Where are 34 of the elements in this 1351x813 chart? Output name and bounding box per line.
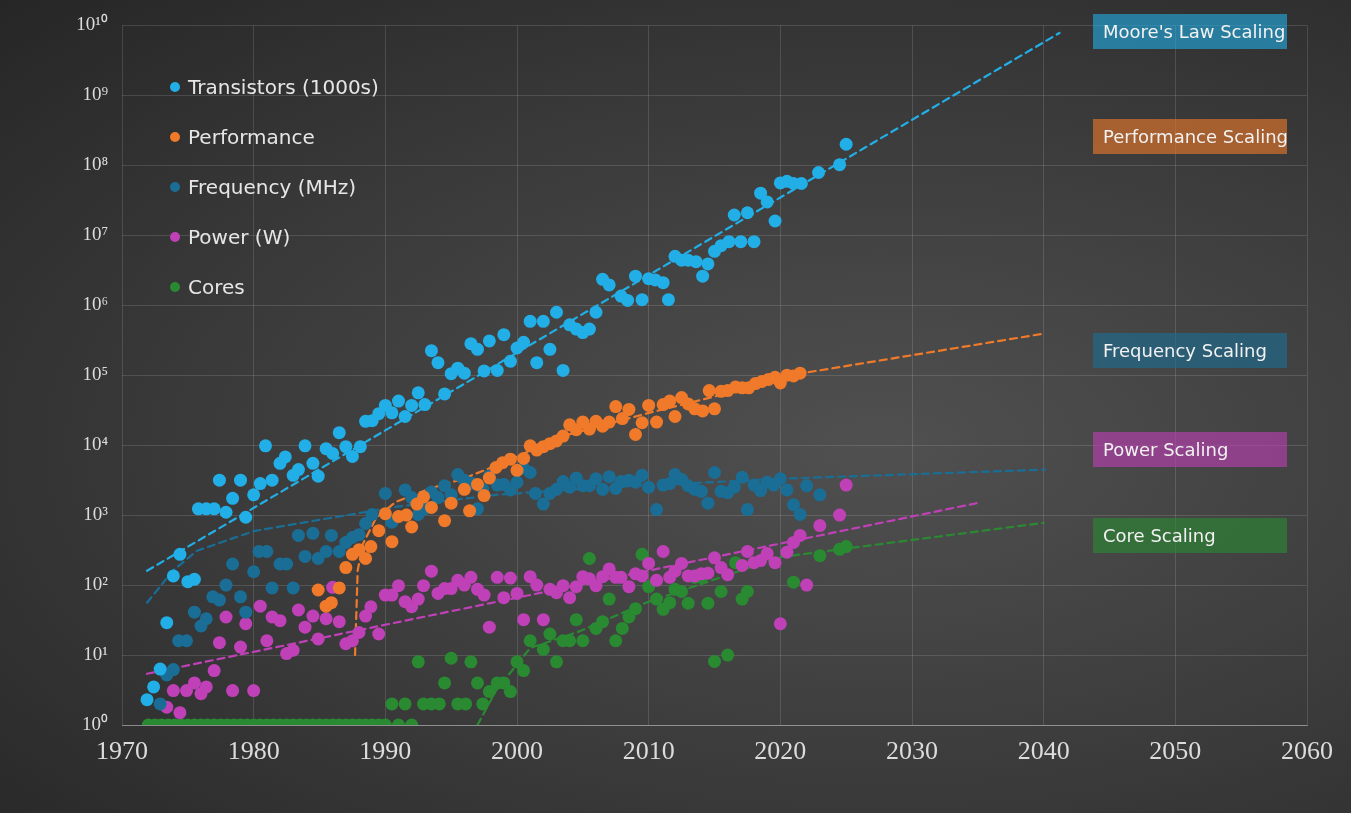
text: Power Scaling bbox=[1093, 432, 1287, 467]
y-tick-label: 10¹ bbox=[83, 643, 109, 665]
line-series bbox=[353, 332, 1044, 657]
legend-label: Performance bbox=[188, 125, 315, 150]
y-tick-label: 10² bbox=[83, 573, 109, 595]
y-tick-label: 10¹⁰ bbox=[76, 13, 108, 35]
x-tick-label: 1970 bbox=[96, 736, 148, 766]
y-tick-label: 10³ bbox=[83, 503, 109, 525]
x-tick-label: 2030 bbox=[886, 736, 938, 766]
text: Moore's Law Scaling bbox=[1093, 14, 1287, 49]
x-tick-label: 2040 bbox=[1017, 736, 1070, 766]
text: Performance Scaling bbox=[1093, 119, 1288, 154]
y-tick-label: 10⁰ bbox=[82, 712, 108, 734]
x-tick-label: 2010 bbox=[622, 736, 675, 766]
y-tick-label: 10⁶ bbox=[82, 293, 108, 315]
legend-label: Transistors (1000s) bbox=[188, 75, 379, 100]
legend-label: Frequency (MHz) bbox=[188, 175, 357, 200]
x-tick-label: 2060 bbox=[1281, 736, 1333, 766]
legend-label: Power (W) bbox=[188, 225, 291, 250]
y-tick-label: 10⁸ bbox=[82, 153, 108, 175]
x-tick-label: 1980 bbox=[227, 736, 280, 766]
y-tick-label: 10⁵ bbox=[82, 363, 108, 385]
text: Frequency Scaling bbox=[1093, 333, 1287, 368]
x-tick-label: 2050 bbox=[1149, 736, 1202, 766]
line-series bbox=[145, 468, 1047, 604]
legend-label: Cores bbox=[188, 275, 245, 300]
y-tick-label: 10⁹ bbox=[82, 83, 109, 105]
text: Core Scaling bbox=[1093, 518, 1287, 553]
y-tick-label: 10⁴ bbox=[82, 433, 109, 455]
line-series bbox=[476, 521, 1045, 725]
y-tick-label: 10⁷ bbox=[82, 223, 108, 245]
x-tick-label: 1990 bbox=[359, 736, 412, 766]
x-tick-label: 2000 bbox=[491, 736, 543, 766]
x-tick-label: 2020 bbox=[754, 736, 807, 766]
